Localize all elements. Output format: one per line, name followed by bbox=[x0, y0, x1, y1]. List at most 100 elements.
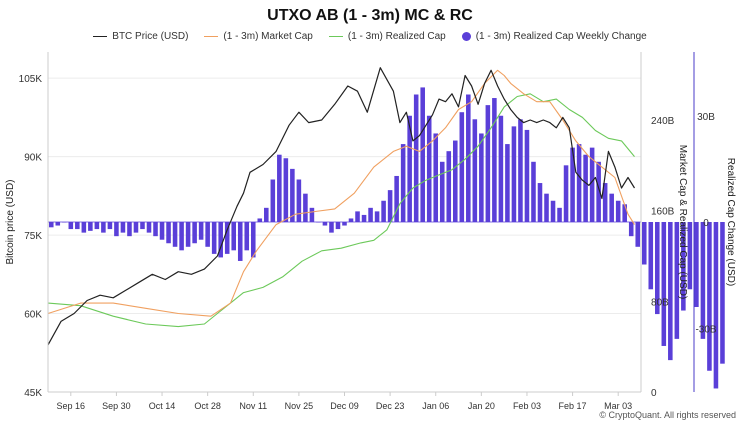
weekly-change-bar bbox=[681, 222, 686, 311]
y-tick-label: 60K bbox=[24, 310, 42, 321]
weekly-change-bar bbox=[81, 222, 87, 233]
weekly-change-bar bbox=[335, 222, 341, 230]
weekly-change-bar bbox=[231, 222, 236, 251]
weekly-change-bar bbox=[387, 190, 393, 223]
weekly-change-bar bbox=[557, 207, 562, 222]
weekly-change-bar bbox=[270, 179, 276, 222]
weekly-change-bar bbox=[492, 98, 497, 222]
weekly-change-bar bbox=[394, 175, 399, 222]
weekly-change-bar bbox=[179, 222, 184, 251]
y2-tick-label: 0 bbox=[651, 388, 657, 399]
legend-item-btc-price[interactable]: BTC Price (USD) bbox=[93, 31, 188, 42]
weekly-change-bar bbox=[687, 222, 693, 290]
weekly-change-bar bbox=[355, 211, 360, 223]
legend-item-weekly-change[interactable]: (1 - 3m) Realized Cap Weekly Change bbox=[461, 31, 647, 42]
weekly-change-bar bbox=[127, 222, 132, 237]
weekly-change-bar bbox=[713, 222, 719, 389]
weekly-change-bar bbox=[544, 193, 549, 222]
weekly-change-bar bbox=[524, 129, 530, 222]
x-tick-label: Dec 09 bbox=[330, 401, 359, 411]
weekly-change-bar bbox=[68, 222, 74, 230]
weekly-change-bar bbox=[75, 222, 80, 230]
weekly-change-bar bbox=[290, 168, 295, 223]
x-tick-label: Feb 17 bbox=[559, 401, 587, 411]
weekly-change-bar bbox=[381, 200, 386, 222]
weekly-change-bar bbox=[342, 222, 347, 226]
weekly-change-bar bbox=[563, 165, 569, 222]
axes: 105K 90K 75K 60K 45K 240B 160B 80B 0 30B 0 -30B Sep … bbox=[19, 52, 717, 411]
weekly-change-bar bbox=[94, 222, 100, 230]
weekly-change-bar bbox=[198, 222, 204, 240]
weekly-change-bar bbox=[628, 222, 634, 237]
weekly-change-bar bbox=[459, 112, 465, 222]
weekly-change-bar bbox=[277, 154, 282, 222]
weekly-change-bar bbox=[453, 140, 458, 222]
weekly-change-bar bbox=[413, 94, 419, 222]
x-tick-label: Jan 20 bbox=[468, 401, 495, 411]
weekly-change-bar bbox=[498, 115, 504, 222]
y3-tick-label: 0 bbox=[703, 218, 709, 229]
weekly-change-bar bbox=[602, 183, 608, 222]
weekly-change-bar bbox=[250, 222, 256, 258]
weekly-change-bar bbox=[537, 183, 543, 222]
weekly-change-bar bbox=[153, 222, 158, 237]
y3-tick-label: 30B bbox=[697, 112, 715, 123]
x-tick-label: Sep 16 bbox=[57, 401, 86, 411]
weekly-change-bar bbox=[257, 218, 263, 222]
left-axis-title: Bitcoin price (USD) bbox=[5, 179, 16, 264]
weekly-change-bar bbox=[720, 222, 725, 364]
weekly-change-bar bbox=[348, 218, 354, 222]
weekly-change-bar bbox=[374, 211, 380, 223]
weekly-change-bar bbox=[159, 222, 165, 240]
weekly-change-bar bbox=[120, 222, 126, 233]
weekly-change-bar bbox=[166, 222, 171, 244]
weekly-change-bar bbox=[244, 222, 250, 251]
realized-cap-line bbox=[47, 93, 635, 328]
weekly-change-bar bbox=[55, 222, 61, 226]
x-tick-label: Oct 28 bbox=[194, 401, 221, 411]
weekly-change-bar bbox=[322, 222, 328, 226]
weekly-change-bar bbox=[439, 161, 445, 222]
weekly-change-bar bbox=[368, 207, 373, 222]
weekly-change-bar bbox=[655, 222, 660, 315]
weekly-change-bar bbox=[400, 144, 406, 222]
chart-title: UTXO AB (1 - 3m) MC & RC bbox=[267, 7, 473, 24]
weekly-change-bar bbox=[237, 222, 243, 261]
weekly-change-bar bbox=[485, 105, 491, 223]
legend-item-realized-cap[interactable]: (1 - 3m) Realized Cap bbox=[328, 31, 446, 42]
x-tick-label: Sep 30 bbox=[102, 401, 131, 411]
y-tick-label: 75K bbox=[24, 231, 42, 242]
legend-label-market-cap: (1 - 3m) Market Cap bbox=[223, 31, 313, 42]
weekly-change-bar bbox=[700, 222, 706, 339]
weekly-change-bar bbox=[570, 147, 575, 223]
weekly-change-bar bbox=[48, 222, 54, 228]
x-tick-label: Jan 06 bbox=[422, 401, 449, 411]
x-tick-label: Feb 03 bbox=[513, 401, 541, 411]
weekly-change-bar bbox=[211, 222, 217, 254]
weekly-change-bar bbox=[511, 126, 517, 223]
weekly-change-bar bbox=[407, 115, 412, 222]
weekly-change-bar bbox=[205, 222, 210, 247]
weekly-change-bar bbox=[192, 222, 197, 244]
y-tick-label: 105K bbox=[19, 74, 43, 85]
weekly-change-bars bbox=[48, 87, 725, 389]
weekly-change-bar bbox=[303, 193, 308, 222]
weekly-change-bar bbox=[114, 222, 119, 237]
weekly-change-bar bbox=[472, 119, 478, 222]
legend-label-btc: BTC Price (USD) bbox=[112, 31, 189, 42]
weekly-change-bar bbox=[309, 207, 315, 222]
y-tick-label: 90K bbox=[24, 153, 42, 164]
y3-tick-label: -30B bbox=[695, 324, 716, 335]
legend-item-market-cap[interactable]: (1 - 3m) Market Cap bbox=[204, 31, 313, 42]
weekly-change-bar bbox=[661, 222, 667, 346]
x-tick-label: Oct 14 bbox=[149, 401, 176, 411]
grid-lines bbox=[48, 77, 641, 393]
btc-price-line bbox=[47, 67, 636, 346]
x-tick-label: Nov 25 bbox=[285, 401, 314, 411]
weekly-change-bar bbox=[674, 222, 680, 339]
weekly-change-bar bbox=[140, 222, 145, 230]
weekly-change-bar bbox=[446, 151, 452, 222]
legend-label-realized-cap: (1 - 3m) Realized Cap bbox=[347, 31, 446, 42]
weekly-change-bar bbox=[583, 154, 588, 222]
